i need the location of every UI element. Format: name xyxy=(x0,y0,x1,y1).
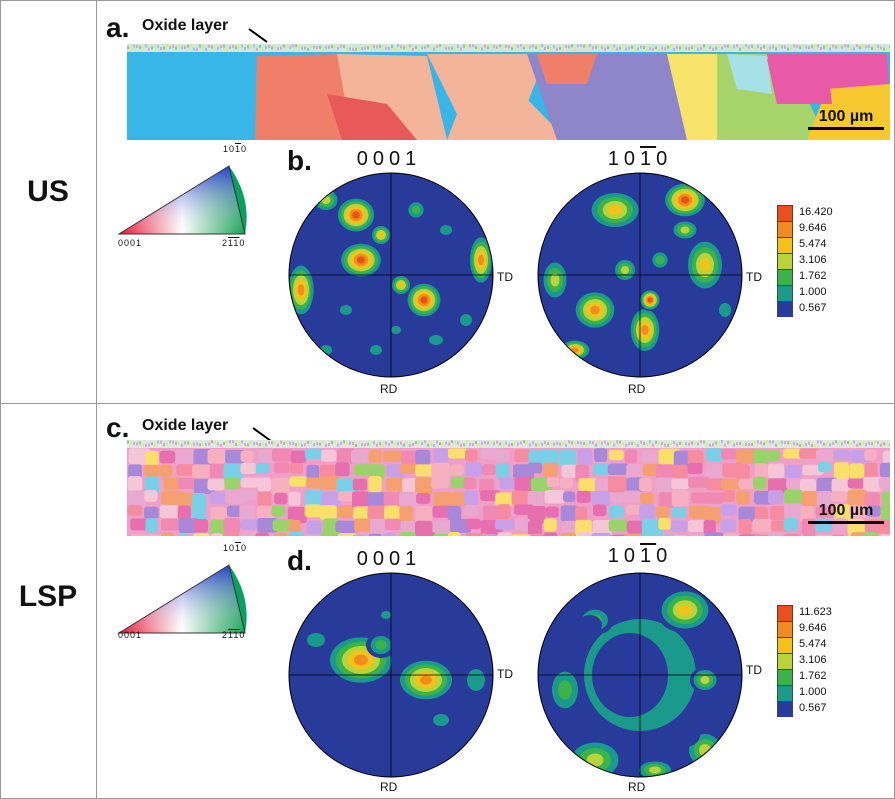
legend-value: 5.474 xyxy=(799,638,827,650)
legend-swatch xyxy=(777,269,793,285)
legend-value: 5.474 xyxy=(799,238,827,250)
legend-value: 1.762 xyxy=(799,270,827,282)
pf-title-basal-us: 0001 xyxy=(356,148,422,170)
ipf-label-top-lsp: 1010 xyxy=(223,543,248,553)
legend-swatch xyxy=(777,621,793,637)
ebsd-map-us xyxy=(127,44,890,140)
oxide-layer-label-c: Oxide layer xyxy=(142,417,229,434)
legend-swatch xyxy=(777,685,793,701)
ebsd-map-lsp xyxy=(127,440,890,536)
panel-letter-c: c. xyxy=(106,412,130,443)
intensity-legend-us: 16.420 9.646 5.474 3.106 1.762 1.000 0.567 xyxy=(777,205,833,345)
rd-label-prism-us: RD xyxy=(628,382,646,396)
legend-swatch xyxy=(777,653,793,669)
legend-value: 9.646 xyxy=(799,622,827,634)
legend-value: 0.567 xyxy=(799,702,827,714)
pole-figure-prism-us xyxy=(537,172,743,378)
pole-figure-prism-lsp xyxy=(537,572,743,778)
scale-label-a: 100 µm xyxy=(818,108,874,125)
pole-figure-basal-lsp xyxy=(288,572,494,778)
legend-swatch xyxy=(777,253,793,269)
legend-swatch xyxy=(777,669,793,685)
legend-value: 11.623 xyxy=(799,606,832,618)
row-label-lsp: LSP xyxy=(18,580,78,613)
oxide-pointer-c xyxy=(252,427,272,442)
row-divider xyxy=(0,403,895,404)
legend-swatch xyxy=(777,301,793,317)
ipf-label-right-us: 2110 xyxy=(222,238,246,248)
ipf-label-left-us: 0001 xyxy=(118,238,143,248)
td-label-basal-us: TD xyxy=(497,270,513,284)
panel-letter-d: d. xyxy=(287,545,312,576)
legend-swatch xyxy=(777,237,793,253)
scale-line-c xyxy=(808,521,884,524)
legend-value: 0.567 xyxy=(799,302,827,314)
panel-letter-a: a. xyxy=(106,12,130,43)
panel-letter-b: b. xyxy=(287,145,312,176)
scale-label-c: 100 µm xyxy=(818,502,874,519)
legend-swatch xyxy=(777,285,793,301)
legend-swatch xyxy=(777,637,793,653)
ipf-label-left-lsp: 0001 xyxy=(118,630,143,640)
ipf-triangle-us xyxy=(117,165,247,235)
td-label-prism-lsp: TD xyxy=(746,663,762,677)
ipf-label-top-us: 1010 xyxy=(223,144,248,154)
legend-value: 1.000 xyxy=(799,286,827,298)
oxide-layer-label-a: Oxide layer xyxy=(142,17,229,34)
oxide-pointer-a xyxy=(248,28,268,43)
legend-value: 3.106 xyxy=(799,254,827,266)
scale-line-a xyxy=(808,127,884,130)
scale-bar-c: 100 µm xyxy=(808,502,884,524)
pf-title-prism-lsp: 1010 xyxy=(607,545,673,567)
pf-title-prism-us: 1010 xyxy=(607,148,673,170)
rd-label-prism-lsp: RD xyxy=(628,780,646,794)
td-label-basal-lsp: TD xyxy=(497,667,513,681)
legend-swatch xyxy=(777,205,793,221)
rd-label-basal-us: RD xyxy=(380,382,398,396)
ipf-label-right-lsp: 2110 xyxy=(222,630,246,640)
intensity-legend-lsp: 11.623 9.646 5.474 3.106 1.762 1.000 0.567 xyxy=(777,605,832,745)
legend-value: 16.420 xyxy=(799,206,833,218)
legend-value: 1.762 xyxy=(799,670,827,682)
pf-title-basal-lsp: 0001 xyxy=(356,548,422,570)
legend-value: 9.646 xyxy=(799,222,827,234)
legend-value: 3.106 xyxy=(799,654,827,666)
ipf-triangle-lsp xyxy=(117,564,247,634)
scale-bar-a: 100 µm xyxy=(808,108,884,130)
legend-swatch xyxy=(777,701,793,717)
legend-swatch xyxy=(777,221,793,237)
rd-label-basal-lsp: RD xyxy=(380,780,398,794)
label-column-divider xyxy=(96,0,97,799)
td-label-prism-us: TD xyxy=(746,270,762,284)
legend-swatch xyxy=(777,605,793,621)
legend-value: 1.000 xyxy=(799,686,827,698)
row-label-us: US xyxy=(27,175,69,208)
pole-figure-basal-us xyxy=(288,172,494,378)
